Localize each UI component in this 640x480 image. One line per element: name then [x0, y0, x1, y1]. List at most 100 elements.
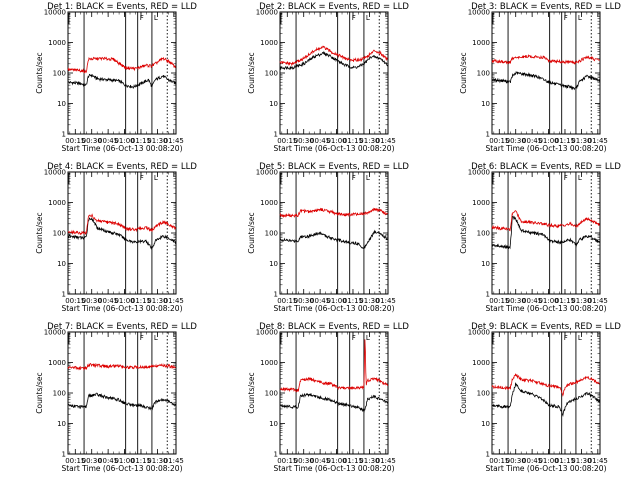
y-tick-label: 10000	[256, 329, 278, 337]
y-axis-label: Counts/sec	[35, 212, 44, 253]
x-tick-label: 00:30	[506, 137, 526, 145]
y-tick-label: 1	[62, 291, 66, 299]
event-marker-tag: L	[154, 14, 158, 22]
x-tick-label: 00:15	[489, 137, 509, 145]
series-black-line	[67, 392, 177, 411]
x-tick-label: 01:45	[588, 137, 608, 145]
y-tick-label: 1	[274, 291, 278, 299]
y-tick-label: 1	[486, 291, 490, 299]
panel-9: Det 9: BLACK = Events, RED = LLD 1 10 100 10…	[459, 322, 621, 473]
event-marker-tag: F	[140, 334, 144, 342]
x-tick-label: 01:15	[343, 137, 363, 145]
y-tick-label: 1000	[48, 199, 66, 207]
y-tick-label: 10	[481, 260, 490, 268]
y-axis-label: Counts/sec	[459, 52, 468, 93]
panel-title: Det 5: BLACK = Events, RED = LLD	[259, 162, 409, 172]
y-tick-label: 10000	[44, 169, 66, 177]
x-axis-label: Start Time (06-Oct-13 00:08:20)	[273, 464, 394, 473]
x-axis-label: Start Time (06-Oct-13 00:08:20)	[273, 144, 394, 153]
x-tick-label: 00:30	[82, 297, 102, 305]
panel-7: Det 7: BLACK = Events, RED = LLD 1 10 100 10…	[35, 322, 197, 473]
y-tick-label: 1000	[472, 359, 490, 367]
x-tick-label: 00:15	[277, 457, 297, 465]
event-marker-tag: L	[366, 174, 370, 182]
x-tick-label: 00:15	[277, 297, 297, 305]
event-marker-tag: F	[140, 14, 144, 22]
x-axis-label: Start Time (06-Oct-13 00:08:20)	[273, 304, 394, 313]
x-tick-label: 00:15	[65, 137, 85, 145]
x-axis-label: Start Time (06-Oct-13 00:08:20)	[61, 144, 182, 153]
event-marker-tag: F	[140, 174, 144, 182]
x-tick-label: 00:45	[98, 137, 118, 145]
x-tick-label: 01:00	[326, 297, 346, 305]
y-tick-label: 100	[265, 230, 278, 238]
x-tick-label: 00:45	[310, 457, 330, 465]
event-marker-tag: F	[352, 174, 356, 182]
y-tick-label: 10	[57, 100, 66, 108]
y-tick-label: 1	[62, 451, 66, 459]
y-tick-label: 100	[53, 230, 66, 238]
y-axis-label: Counts/sec	[247, 212, 256, 253]
event-marker-tag: L	[154, 334, 158, 342]
y-tick-label: 10	[269, 100, 278, 108]
x-tick-label: 01:30	[571, 297, 591, 305]
x-tick-label: 01:00	[114, 297, 134, 305]
x-tick-label: 00:45	[98, 297, 118, 305]
y-axis-label: Counts/sec	[35, 52, 44, 93]
x-tick-label: 01:30	[147, 297, 167, 305]
event-marker-tag: L	[366, 334, 370, 342]
x-tick-label: 01:00	[114, 137, 134, 145]
series-red-line	[491, 210, 600, 232]
y-tick-label: 1000	[472, 199, 490, 207]
event-marker-tag: L	[578, 14, 582, 22]
y-axis-label: Counts/sec	[459, 212, 468, 253]
x-axis-label: Start Time (06-Oct-13 00:08:20)	[485, 304, 606, 313]
y-tick-label: 1000	[260, 199, 278, 207]
y-tick-label: 10	[57, 260, 66, 268]
panel-6: Det 6: BLACK = Events, RED = LLD 1 10 100 10…	[459, 162, 621, 313]
x-tick-label: 01:45	[376, 137, 396, 145]
x-tick-label: 01:15	[131, 137, 151, 145]
series-black-line	[67, 73, 177, 89]
x-tick-label: 01:00	[538, 137, 558, 145]
y-tick-label: 1	[274, 131, 278, 139]
panel-4: Det 4: BLACK = Events, RED = LLD 1 10 100 10…	[35, 162, 197, 313]
y-axis-label: Counts/sec	[459, 372, 468, 413]
x-tick-label: 01:45	[376, 457, 396, 465]
event-marker-tag: L	[154, 174, 158, 182]
x-tick-label: 01:45	[376, 297, 396, 305]
series-red-line	[279, 339, 389, 393]
x-tick-label: 01:00	[114, 457, 134, 465]
x-tick-label: 00:15	[65, 297, 85, 305]
event-marker-tag: F	[352, 14, 356, 22]
event-marker-tag: F	[564, 334, 568, 342]
y-tick-label: 10	[269, 420, 278, 428]
y-tick-label: 1	[486, 131, 490, 139]
y-tick-label: 1	[486, 451, 490, 459]
x-tick-label: 01:15	[131, 457, 151, 465]
x-tick-label: 01:45	[588, 457, 608, 465]
event-marker-tag: L	[366, 14, 370, 22]
x-tick-label: 00:15	[65, 457, 85, 465]
series-red-line	[491, 373, 600, 397]
y-tick-label: 10	[57, 420, 66, 428]
y-tick-label: 10000	[44, 9, 66, 17]
event-marker-tag: L	[578, 174, 582, 182]
y-tick-label: 100	[265, 390, 278, 398]
x-tick-label: 01:00	[538, 457, 558, 465]
y-tick-label: 100	[53, 70, 66, 78]
x-axis-label: Start Time (06-Oct-13 00:08:20)	[485, 144, 606, 153]
y-axis-label: Counts/sec	[35, 372, 44, 413]
x-tick-label: 00:45	[98, 457, 118, 465]
panel-2: Det 2: BLACK = Events, RED = LLD 1 10 100 10…	[247, 2, 409, 153]
series-black-line	[67, 217, 177, 250]
x-tick-label: 00:15	[277, 137, 297, 145]
series-black-line	[491, 71, 601, 91]
x-tick-label: 00:30	[294, 297, 314, 305]
y-tick-label: 1	[62, 131, 66, 139]
y-tick-label: 1000	[48, 39, 66, 47]
panel-title: Det 2: BLACK = Events, RED = LLD	[259, 2, 409, 12]
x-tick-label: 01:30	[359, 137, 379, 145]
y-tick-label: 100	[477, 230, 490, 238]
y-axis-label: Counts/sec	[247, 52, 256, 93]
